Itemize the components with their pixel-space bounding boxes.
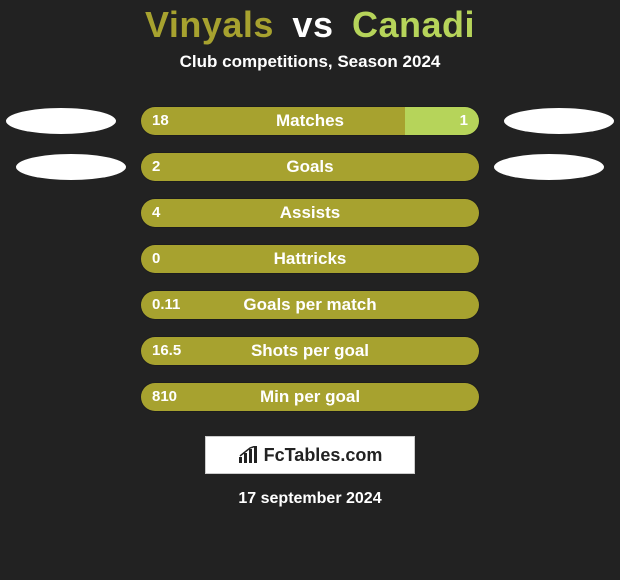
page-title: Vinyals vs Canadi	[145, 4, 475, 46]
logo-text: FcTables.com	[264, 445, 383, 466]
stat-row: 0.11Goals per match	[0, 290, 620, 320]
stat-row: 2Goals	[0, 152, 620, 182]
stat-label: Min per goal	[140, 382, 480, 412]
title-vs: vs	[292, 4, 333, 45]
stat-row: 810Min per goal	[0, 382, 620, 412]
stat-row: 4Assists	[0, 198, 620, 228]
stat-row: 16.5Shots per goal	[0, 336, 620, 366]
comparison-infographic: Vinyals vs Canadi Club competitions, Sea…	[0, 0, 620, 580]
bar-chart-icon	[238, 446, 260, 464]
player1-name: Vinyals	[145, 4, 274, 45]
player2-name: Canadi	[352, 4, 475, 45]
subtitle: Club competitions, Season 2024	[180, 52, 441, 72]
stat-label: Goals	[140, 152, 480, 182]
footer-date: 17 september 2024	[238, 490, 381, 508]
stat-label: Matches	[140, 106, 480, 136]
stat-label: Hattricks	[140, 244, 480, 274]
stat-label: Goals per match	[140, 290, 480, 320]
logo-box: FcTables.com	[205, 436, 415, 474]
stat-label: Assists	[140, 198, 480, 228]
stats-rows: 181Matches 2Goals 4Assists 0Hattricks 0.11Go…	[0, 106, 620, 412]
stat-row: 181Matches	[0, 106, 620, 136]
stat-label: Shots per goal	[140, 336, 480, 366]
stat-row: 0Hattricks	[0, 244, 620, 274]
